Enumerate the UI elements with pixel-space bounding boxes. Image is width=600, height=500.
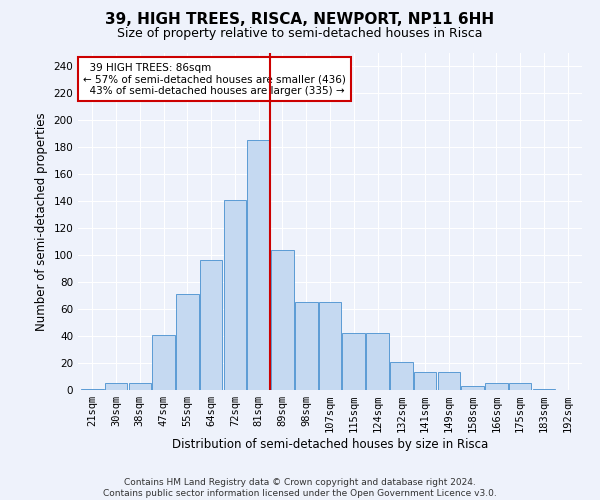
Bar bbox=[152, 334, 175, 390]
Bar bbox=[176, 294, 199, 390]
Text: Contains HM Land Registry data © Crown copyright and database right 2024.
Contai: Contains HM Land Registry data © Crown c… bbox=[103, 478, 497, 498]
Bar bbox=[343, 334, 365, 390]
Bar bbox=[247, 140, 270, 390]
Bar bbox=[319, 302, 341, 390]
Bar bbox=[81, 388, 104, 390]
Bar bbox=[105, 383, 127, 390]
Text: 39, HIGH TREES, RISCA, NEWPORT, NP11 6HH: 39, HIGH TREES, RISCA, NEWPORT, NP11 6HH bbox=[106, 12, 494, 28]
Bar bbox=[271, 250, 294, 390]
Bar bbox=[295, 302, 317, 390]
Y-axis label: Number of semi-detached properties: Number of semi-detached properties bbox=[35, 112, 48, 330]
Bar bbox=[200, 260, 223, 390]
Bar bbox=[414, 372, 436, 390]
Bar bbox=[509, 383, 532, 390]
Text: 39 HIGH TREES: 86sqm  
← 57% of semi-detached houses are smaller (436)
  43% of : 39 HIGH TREES: 86sqm ← 57% of semi-detac… bbox=[83, 62, 346, 96]
Bar bbox=[437, 372, 460, 390]
Bar bbox=[128, 383, 151, 390]
Bar bbox=[533, 388, 555, 390]
Text: Size of property relative to semi-detached houses in Risca: Size of property relative to semi-detach… bbox=[117, 28, 483, 40]
Bar bbox=[461, 386, 484, 390]
Bar bbox=[224, 200, 246, 390]
Bar bbox=[485, 383, 508, 390]
Bar bbox=[390, 362, 413, 390]
Bar bbox=[366, 334, 389, 390]
X-axis label: Distribution of semi-detached houses by size in Risca: Distribution of semi-detached houses by … bbox=[172, 438, 488, 451]
